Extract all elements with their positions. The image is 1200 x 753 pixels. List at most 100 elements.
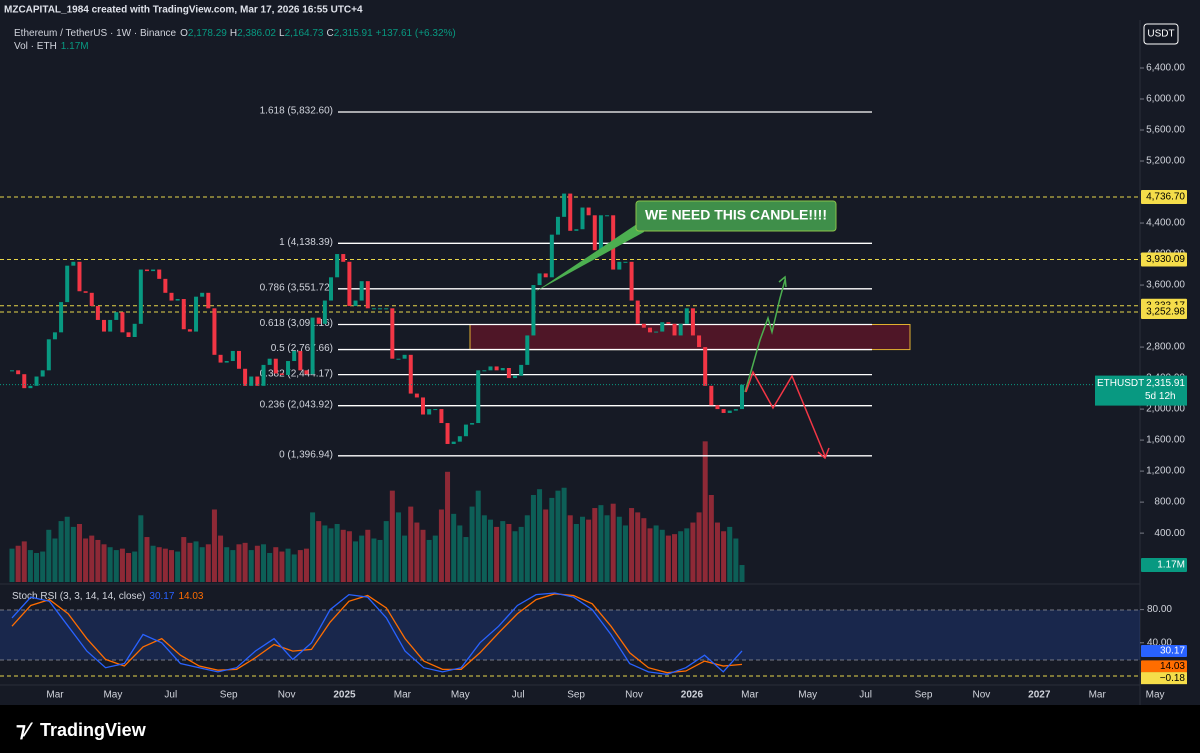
volume-bar	[543, 509, 549, 582]
candle-body	[641, 323, 646, 328]
y-tick-label: 2,000.00	[1146, 404, 1185, 415]
key-level-tag: 3,930.09	[1146, 254, 1185, 265]
stoch-k: 30.17	[149, 591, 174, 602]
candle-body	[286, 361, 291, 375]
x-tick-label: Mar	[394, 690, 412, 701]
callout-pointer	[535, 222, 644, 292]
volume-bar	[9, 548, 15, 582]
volume-bar	[530, 495, 536, 582]
volume-bar	[690, 522, 696, 582]
volume-bar	[524, 515, 530, 582]
volume-bar	[187, 542, 193, 582]
volume-bar	[457, 525, 463, 582]
x-tick-label: Jul	[859, 690, 872, 701]
candle-body	[697, 335, 702, 348]
volume-bar	[549, 497, 555, 582]
candle-body	[151, 269, 156, 272]
volume-bar	[261, 544, 267, 582]
candle-body	[635, 300, 640, 324]
candle-body	[65, 265, 70, 303]
current-symbol: ETHUSDT	[1097, 378, 1144, 389]
candle-body	[476, 370, 481, 424]
candle-body	[629, 261, 634, 301]
x-tick-label: May	[451, 690, 470, 701]
candle-body	[59, 302, 64, 333]
candle-body	[236, 350, 241, 369]
candle-body	[310, 317, 315, 375]
candle-body	[500, 368, 505, 371]
fib-label: 1.618 (5,832.60)	[260, 106, 333, 117]
candle-body	[249, 376, 254, 386]
volume-bar	[236, 544, 242, 582]
candle-body	[71, 261, 76, 266]
candle-body	[206, 292, 211, 309]
key-level-tag: 3,252.98	[1146, 307, 1185, 318]
volume-bar	[316, 521, 322, 582]
volume-bar	[580, 516, 586, 582]
candle-body	[83, 291, 88, 293]
volume-bar	[610, 503, 616, 582]
candle-body	[433, 409, 438, 411]
candle-body	[506, 368, 511, 379]
volume-bar	[168, 550, 174, 582]
volume-bar	[40, 551, 46, 582]
volume-bar	[254, 545, 260, 582]
stoch-k-tag-bg	[1141, 644, 1187, 657]
volume-bar	[512, 531, 518, 582]
candle-body	[574, 229, 579, 231]
volume-bar	[21, 541, 27, 582]
candle-body	[273, 358, 278, 374]
volume-bar	[383, 521, 389, 582]
volume-bar	[561, 487, 567, 582]
candle-body	[261, 364, 266, 386]
volume-bar	[64, 516, 70, 582]
x-tick-label: Sep	[567, 690, 585, 701]
volume-tag-bg	[1141, 558, 1187, 572]
candle-body	[335, 254, 340, 278]
candle-body	[531, 285, 536, 336]
legend: Ethereum / TetherUS · 1W · Binance O2,178…	[14, 28, 456, 39]
candle-body	[255, 376, 260, 386]
volume-bar	[371, 538, 377, 582]
volume-bar	[641, 518, 647, 582]
zone	[469, 323, 911, 351]
fib-label: 0 (1,396.94)	[279, 449, 333, 460]
fib-label: 0.382 (2,444.17)	[260, 368, 333, 379]
volume-bar	[27, 550, 33, 582]
candle-body	[40, 370, 45, 377]
volume-bar	[334, 524, 340, 582]
volume-bar	[279, 551, 285, 582]
candle-body	[341, 254, 346, 262]
volume-bar	[469, 506, 475, 582]
key-level-tag: 4,736.70	[1146, 192, 1185, 203]
y-tick-label: 400.00	[1154, 528, 1185, 539]
volume-bar	[377, 539, 383, 582]
volume-bar	[463, 537, 469, 582]
candle-body	[396, 358, 401, 360]
x-tick-label: Mar	[741, 690, 759, 701]
y-tick-label: 5,200.00	[1146, 156, 1185, 167]
bear-arrowhead	[817, 447, 830, 460]
candle-body	[359, 281, 364, 301]
candle-body	[28, 385, 33, 389]
vol-name: Vol · ETH	[14, 41, 57, 52]
volume-bar	[224, 547, 230, 582]
candle-body	[421, 397, 426, 415]
candle-body	[89, 292, 94, 306]
stoch-title: Stoch RSI (3, 3, 14, 14, close)	[12, 591, 145, 602]
volume-bar	[481, 515, 487, 582]
volume-bar	[727, 526, 733, 582]
low: 2,164.73	[285, 28, 324, 39]
x-tick-label: May	[1146, 690, 1165, 701]
candle-body	[353, 300, 358, 306]
y-tick-label: 1,200.00	[1146, 466, 1185, 477]
currency-box[interactable]	[1143, 23, 1179, 45]
o: O	[180, 28, 188, 39]
volume-bar	[604, 515, 610, 582]
volume-bar	[672, 534, 678, 582]
candle-body	[298, 350, 303, 371]
y-tick-label: 5,600.00	[1146, 125, 1185, 136]
volume-bar	[414, 522, 420, 582]
volume-bar	[518, 526, 524, 582]
